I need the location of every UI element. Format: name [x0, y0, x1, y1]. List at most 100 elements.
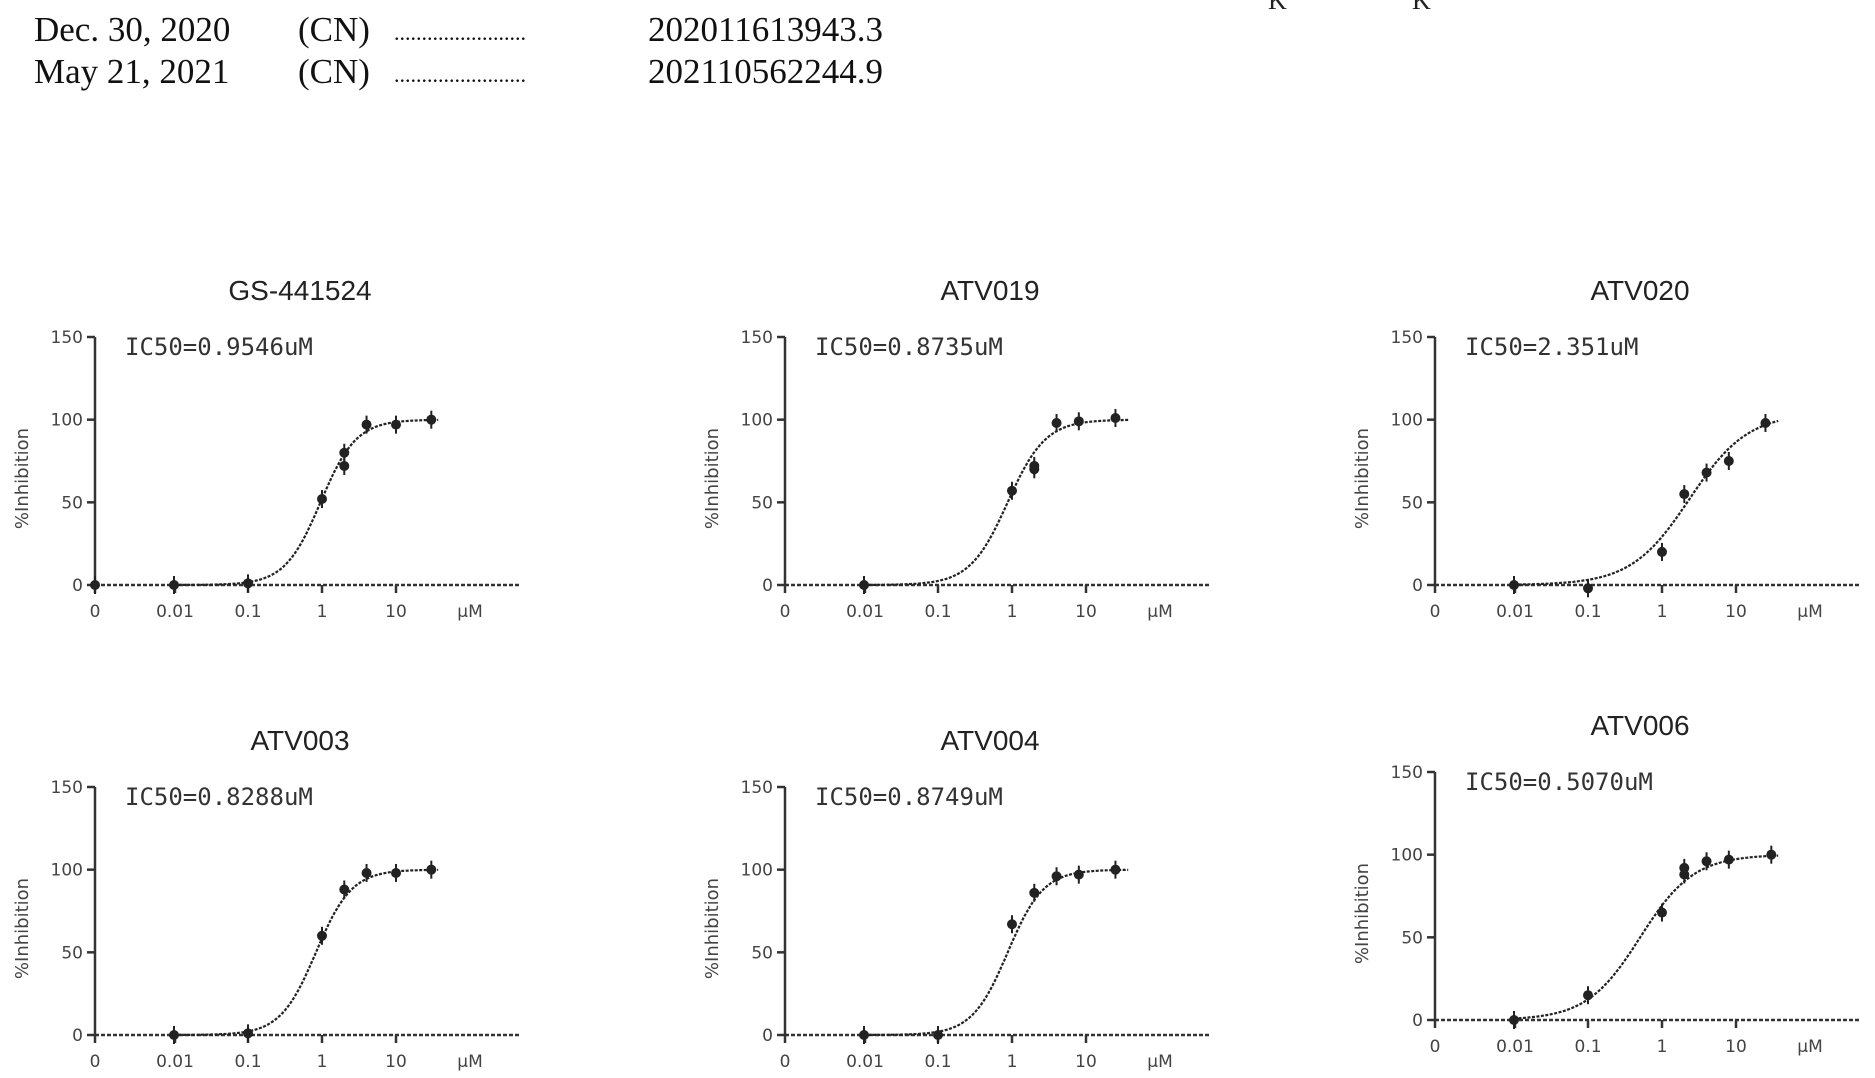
chart-panel-atv006: ATV006IC50=0.5070uM%Inhibition0501001500… [1340, 705, 1860, 1040]
ic50-annotation: IC50=0.8749uM [815, 783, 1003, 811]
data-point [1007, 919, 1017, 929]
x-tick-label: 0 [1430, 602, 1441, 622]
priority-number: 202011613943.3 [648, 12, 883, 47]
data-point [1029, 888, 1039, 898]
x-tick-label: 0 [90, 1052, 101, 1072]
ic50-annotation: IC50=0.9546uM [125, 333, 313, 361]
data-point [1074, 870, 1084, 880]
data-point [1509, 1015, 1519, 1025]
x-tick-label: 10 [1075, 602, 1097, 622]
data-point [426, 415, 436, 425]
x-tick-label: μM [457, 602, 482, 622]
y-tick-label: 150 [741, 778, 773, 798]
x-tick-label: 0 [780, 1052, 791, 1072]
y-tick-label: 50 [61, 943, 83, 963]
y-tick-label: 150 [1391, 328, 1423, 348]
x-tick-label: 0.01 [1496, 1037, 1534, 1057]
priority-date: May 21, 2021 [34, 54, 229, 89]
x-tick-label: μM [1147, 1052, 1172, 1072]
data-point [362, 868, 372, 878]
y-tick-label: 100 [1391, 846, 1423, 866]
x-tick-label: 0.01 [156, 602, 194, 622]
x-tick-label: 0.1 [1574, 1037, 1601, 1057]
data-point [933, 1030, 943, 1040]
chart-panel-atv003: ATV003IC50=0.8288uM%Inhibition0501001500… [0, 720, 520, 1055]
data-point [1724, 456, 1734, 466]
chart-title: ATV004 [940, 725, 1039, 756]
y-tick-label: 150 [51, 328, 83, 348]
chart-title: ATV019 [940, 275, 1039, 306]
data-point [1509, 580, 1519, 590]
x-tick-label: 0.1 [1574, 602, 1601, 622]
priority-dots: ........................ [394, 64, 526, 86]
x-tick-label: 0.01 [846, 602, 884, 622]
y-axis-label: %Inhibition [702, 428, 723, 529]
y-tick-label: 50 [61, 493, 83, 513]
chart-svg: GS-441524IC50=0.9546uM%Inhibition0501001… [0, 270, 520, 600]
y-tick-label: 50 [1401, 928, 1423, 948]
x-tick-label: 0 [90, 602, 101, 622]
x-tick-label: 1 [317, 602, 328, 622]
data-point [1702, 468, 1712, 478]
data-point [90, 580, 100, 590]
x-tick-label: 0.1 [234, 602, 261, 622]
data-point [1052, 418, 1062, 428]
x-tick-label: 0.01 [846, 1052, 884, 1072]
priority-country: (CN) [298, 12, 370, 47]
data-point [317, 494, 327, 504]
y-tick-label: 0 [1412, 576, 1423, 596]
priority-dots: ........................ [394, 22, 526, 44]
x-tick-label: 0 [1430, 1037, 1441, 1057]
data-point [1007, 486, 1017, 496]
x-tick-label: 0 [780, 602, 791, 622]
data-point [1724, 855, 1734, 865]
x-tick-label: 10 [1725, 1037, 1747, 1057]
fit-curve [174, 870, 438, 1035]
x-tick-label: 1 [1007, 1052, 1018, 1072]
data-point [1583, 990, 1593, 1000]
x-tick-label: 0.1 [924, 1052, 951, 1072]
x-tick-label: 0.1 [234, 1052, 261, 1072]
y-tick-label: 0 [72, 576, 83, 596]
data-point [339, 461, 349, 471]
data-point [1702, 856, 1712, 866]
y-tick-label: 100 [741, 411, 773, 431]
chart-title: ATV003 [250, 725, 349, 756]
x-tick-label: 10 [1075, 1052, 1097, 1072]
x-tick-label: μM [1797, 1037, 1822, 1057]
chart-panel-atv019: ATV019IC50=0.8735uM%Inhibition0501001500… [690, 270, 1210, 605]
y-tick-label: 0 [762, 576, 773, 596]
x-tick-label: 1 [1657, 602, 1668, 622]
data-point [859, 580, 869, 590]
y-tick-label: 0 [1412, 1011, 1423, 1031]
ic50-annotation: IC50=2.351uM [1465, 333, 1638, 361]
x-tick-label: μM [1147, 602, 1172, 622]
fit-curve [174, 420, 438, 585]
y-tick-label: 100 [51, 411, 83, 431]
y-tick-label: 0 [762, 1026, 773, 1046]
y-tick-label: 150 [1391, 763, 1423, 783]
x-tick-label: 10 [1725, 602, 1747, 622]
fit-curve [1514, 856, 1778, 1019]
priority-claim-2: May 21, 2021 (CN) ......................… [34, 54, 52, 229]
chart-svg: ATV004IC50=0.8749uM%Inhibition0501001500… [690, 720, 1210, 1050]
data-point [243, 578, 253, 588]
data-point [339, 448, 349, 458]
x-tick-label: 1 [1007, 602, 1018, 622]
data-point [339, 885, 349, 895]
chart-panel-atv004: ATV004IC50=0.8749uM%Inhibition0501001500… [690, 720, 1210, 1055]
data-point [1052, 871, 1062, 881]
fit-curve [864, 870, 1128, 1035]
data-point [1029, 461, 1039, 471]
data-point [362, 420, 372, 430]
chart-title: ATV006 [1590, 710, 1689, 741]
data-point [243, 1028, 253, 1038]
chart-svg: ATV006IC50=0.5070uM%Inhibition0501001500… [1340, 705, 1860, 1035]
ic50-annotation: IC50=0.8735uM [815, 333, 1003, 361]
chart-svg: ATV003IC50=0.8288uM%Inhibition0501001500… [0, 720, 520, 1050]
chart-svg: ATV020IC50=2.351uM%Inhibition05010015000… [1340, 270, 1860, 600]
y-tick-label: 100 [741, 861, 773, 881]
y-tick-label: 50 [1401, 493, 1423, 513]
data-point [317, 931, 327, 941]
chart-title: GS-441524 [228, 275, 371, 306]
